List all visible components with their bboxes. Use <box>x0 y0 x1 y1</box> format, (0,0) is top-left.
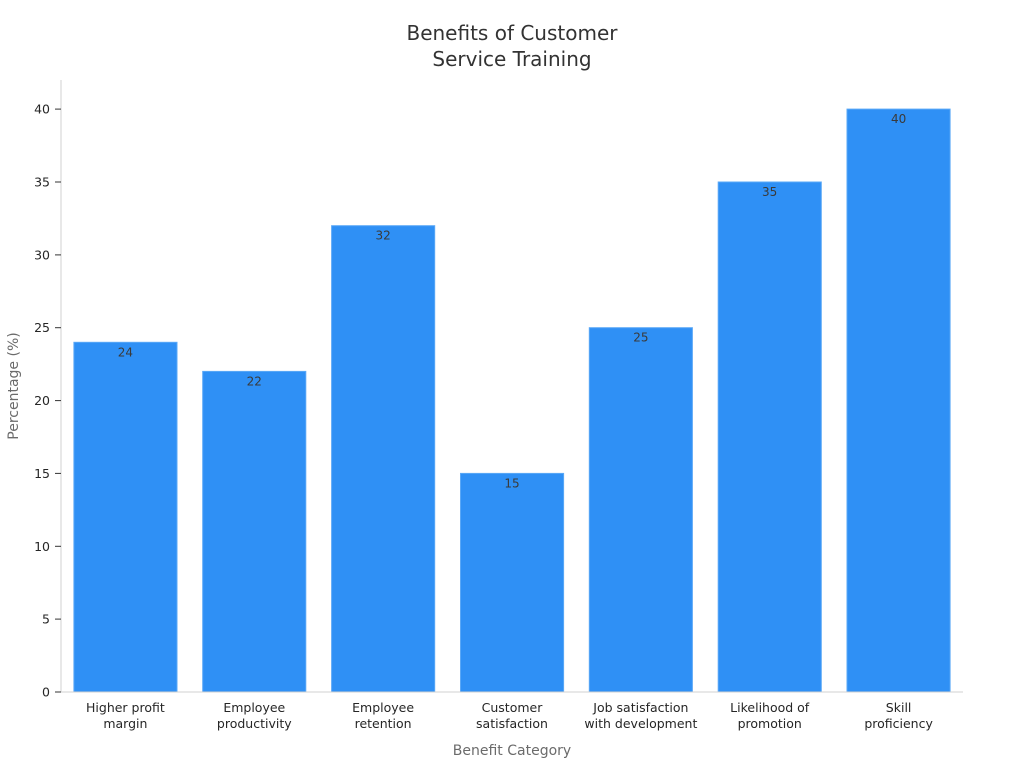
bar-value-label: 25 <box>633 331 648 345</box>
bar <box>73 341 178 693</box>
x-tick-label: Skill proficiency <box>864 700 933 731</box>
x-tick-label: Higher profit margin <box>86 700 165 731</box>
bars-layer: 24 22 32 15 25 35 40 <box>73 108 951 693</box>
bar-value-label: 15 <box>504 476 519 490</box>
bar-value-label: 24 <box>118 345 133 359</box>
x-tick-label: Job satisfaction with development <box>584 700 697 731</box>
y-tick-label: 35 <box>34 175 50 190</box>
bar <box>846 108 951 693</box>
y-tick-label: 40 <box>34 102 50 117</box>
bar-value-label: 35 <box>762 185 777 199</box>
y-tick-label: 5 <box>42 612 50 627</box>
chart-title: Benefits of Customer Service Training <box>406 21 618 71</box>
x-tick-label: Employee productivity <box>217 700 292 731</box>
bar <box>588 327 693 693</box>
x-tick-label: Likelihood of promotion <box>730 700 810 731</box>
bar <box>331 225 436 693</box>
bar-value-label: 32 <box>375 229 390 243</box>
y-tick-label: 30 <box>34 247 50 262</box>
y-tick-label: 15 <box>34 466 50 481</box>
y-axis-title: Percentage (%) <box>6 332 22 439</box>
y-tick-label: 10 <box>34 539 50 554</box>
y-axis: 0 5 10 15 20 25 30 35 40 <box>34 80 62 700</box>
y-tick-label: 25 <box>34 320 50 335</box>
bar <box>717 181 822 693</box>
x-axis: Higher profit margin Employee productivity E… <box>61 691 963 731</box>
bar-value-label: 40 <box>891 112 906 126</box>
y-tick-label: 0 <box>42 685 50 700</box>
y-tick-label: 20 <box>34 393 50 408</box>
x-tick-label: Employee retention <box>352 700 414 731</box>
bar <box>202 370 307 693</box>
x-tick-label: Customer satisfaction <box>476 700 548 731</box>
bar <box>460 472 565 693</box>
bar-value-label: 22 <box>247 374 262 388</box>
x-axis-title: Benefit Category <box>453 743 571 759</box>
